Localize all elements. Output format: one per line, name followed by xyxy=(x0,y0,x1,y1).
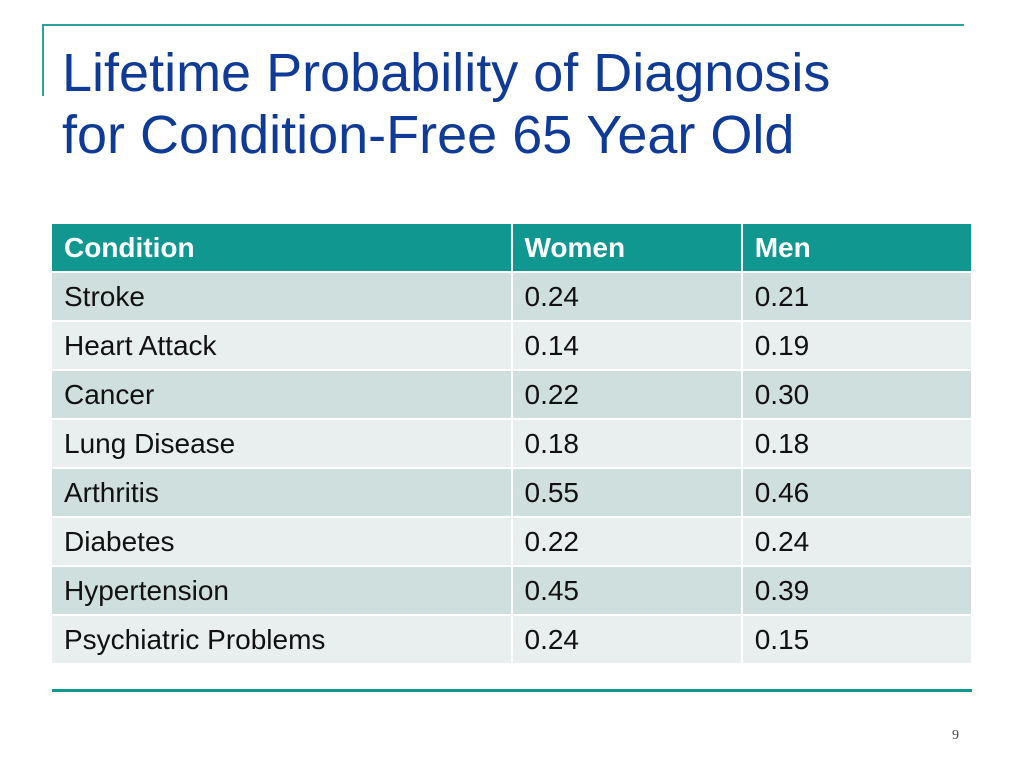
page-number: 9 xyxy=(952,728,959,743)
header-women: Women xyxy=(512,224,741,271)
cell-women: 0.45 xyxy=(512,567,741,614)
table-row: Cancer 0.22 0.30 xyxy=(52,371,971,418)
cell-women: 0.14 xyxy=(512,322,741,369)
probability-table: Condition Women Men Stroke 0.24 0.21 Hea… xyxy=(50,222,973,665)
cell-condition: Psychiatric Problems xyxy=(52,616,511,663)
table-row: Psychiatric Problems 0.24 0.15 xyxy=(52,616,971,663)
table-row: Arthritis 0.55 0.46 xyxy=(52,469,971,516)
cell-condition: Heart Attack xyxy=(52,322,511,369)
header-men: Men xyxy=(742,224,971,271)
cell-women: 0.22 xyxy=(512,371,741,418)
cell-condition: Lung Disease xyxy=(52,420,511,467)
cell-men: 0.15 xyxy=(742,616,971,663)
slide-top-accent-line xyxy=(42,24,964,26)
table-header-row: Condition Women Men xyxy=(52,224,971,271)
cell-condition: Arthritis xyxy=(52,469,511,516)
cell-men: 0.30 xyxy=(742,371,971,418)
table-row: Hypertension 0.45 0.39 xyxy=(52,567,971,614)
cell-men: 0.39 xyxy=(742,567,971,614)
cell-men: 0.21 xyxy=(742,273,971,320)
cell-condition: Hypertension xyxy=(52,567,511,614)
table-row: Diabetes 0.22 0.24 xyxy=(52,518,971,565)
cell-women: 0.24 xyxy=(512,616,741,663)
header-condition: Condition xyxy=(52,224,511,271)
slide-title: Lifetime Probability of Diagnosis for Co… xyxy=(62,42,962,166)
table-row: Lung Disease 0.18 0.18 xyxy=(52,420,971,467)
table-row: Stroke 0.24 0.21 xyxy=(52,273,971,320)
cell-condition: Stroke xyxy=(52,273,511,320)
cell-women: 0.18 xyxy=(512,420,741,467)
table-bottom-rule xyxy=(52,689,972,692)
cell-men: 0.19 xyxy=(742,322,971,369)
cell-condition: Cancer xyxy=(52,371,511,418)
cell-women: 0.24 xyxy=(512,273,741,320)
cell-women: 0.55 xyxy=(512,469,741,516)
slide-title-line-2: for Condition-Free 65 Year Old xyxy=(62,105,795,165)
cell-men: 0.46 xyxy=(742,469,971,516)
slide-title-line-1: Lifetime Probability of Diagnosis xyxy=(62,43,831,103)
cell-men: 0.18 xyxy=(742,420,971,467)
cell-condition: Diabetes xyxy=(52,518,511,565)
slide-left-accent-line xyxy=(42,24,44,96)
cell-men: 0.24 xyxy=(742,518,971,565)
table-row: Heart Attack 0.14 0.19 xyxy=(52,322,971,369)
cell-women: 0.22 xyxy=(512,518,741,565)
